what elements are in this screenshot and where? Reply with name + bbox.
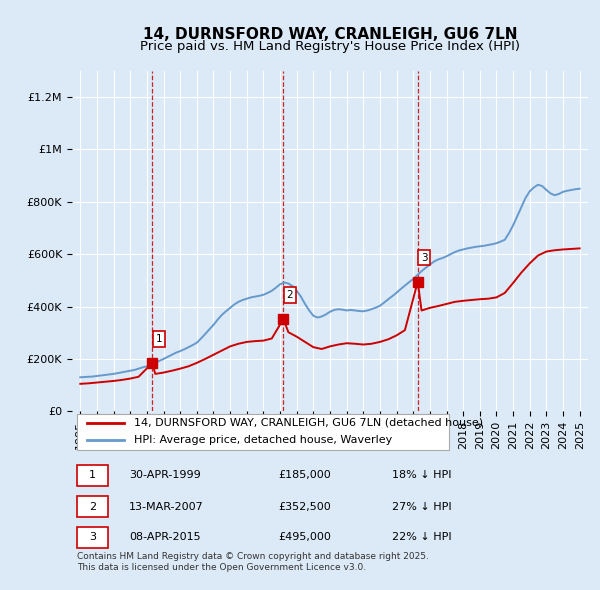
Text: 22% ↓ HPI: 22% ↓ HPI: [392, 532, 452, 542]
Text: 1: 1: [89, 470, 96, 480]
Text: 2: 2: [89, 502, 96, 512]
Text: Contains HM Land Registry data © Crown copyright and database right 2025.
This d: Contains HM Land Registry data © Crown c…: [77, 552, 429, 572]
Text: £352,500: £352,500: [278, 502, 331, 512]
FancyBboxPatch shape: [77, 414, 449, 450]
FancyBboxPatch shape: [77, 526, 108, 548]
Text: 13-MAR-2007: 13-MAR-2007: [129, 502, 203, 512]
Text: Price paid vs. HM Land Registry's House Price Index (HPI): Price paid vs. HM Land Registry's House …: [140, 40, 520, 53]
Text: 18% ↓ HPI: 18% ↓ HPI: [392, 470, 451, 480]
Text: 2: 2: [287, 290, 293, 300]
Text: 27% ↓ HPI: 27% ↓ HPI: [392, 502, 452, 512]
Text: HPI: Average price, detached house, Waverley: HPI: Average price, detached house, Wave…: [134, 435, 392, 445]
Text: 3: 3: [89, 532, 96, 542]
Text: £185,000: £185,000: [278, 470, 331, 480]
Text: 08-APR-2015: 08-APR-2015: [129, 532, 200, 542]
Text: £495,000: £495,000: [278, 532, 331, 542]
Text: 3: 3: [421, 253, 428, 263]
Text: 14, DURNSFORD WAY, CRANLEIGH, GU6 7LN: 14, DURNSFORD WAY, CRANLEIGH, GU6 7LN: [143, 27, 517, 41]
Text: 14, DURNSFORD WAY, CRANLEIGH, GU6 7LN (detached house): 14, DURNSFORD WAY, CRANLEIGH, GU6 7LN (d…: [134, 418, 483, 428]
FancyBboxPatch shape: [77, 496, 108, 517]
FancyBboxPatch shape: [77, 464, 108, 486]
Text: 1: 1: [156, 334, 163, 344]
Text: 30-APR-1999: 30-APR-1999: [129, 470, 200, 480]
